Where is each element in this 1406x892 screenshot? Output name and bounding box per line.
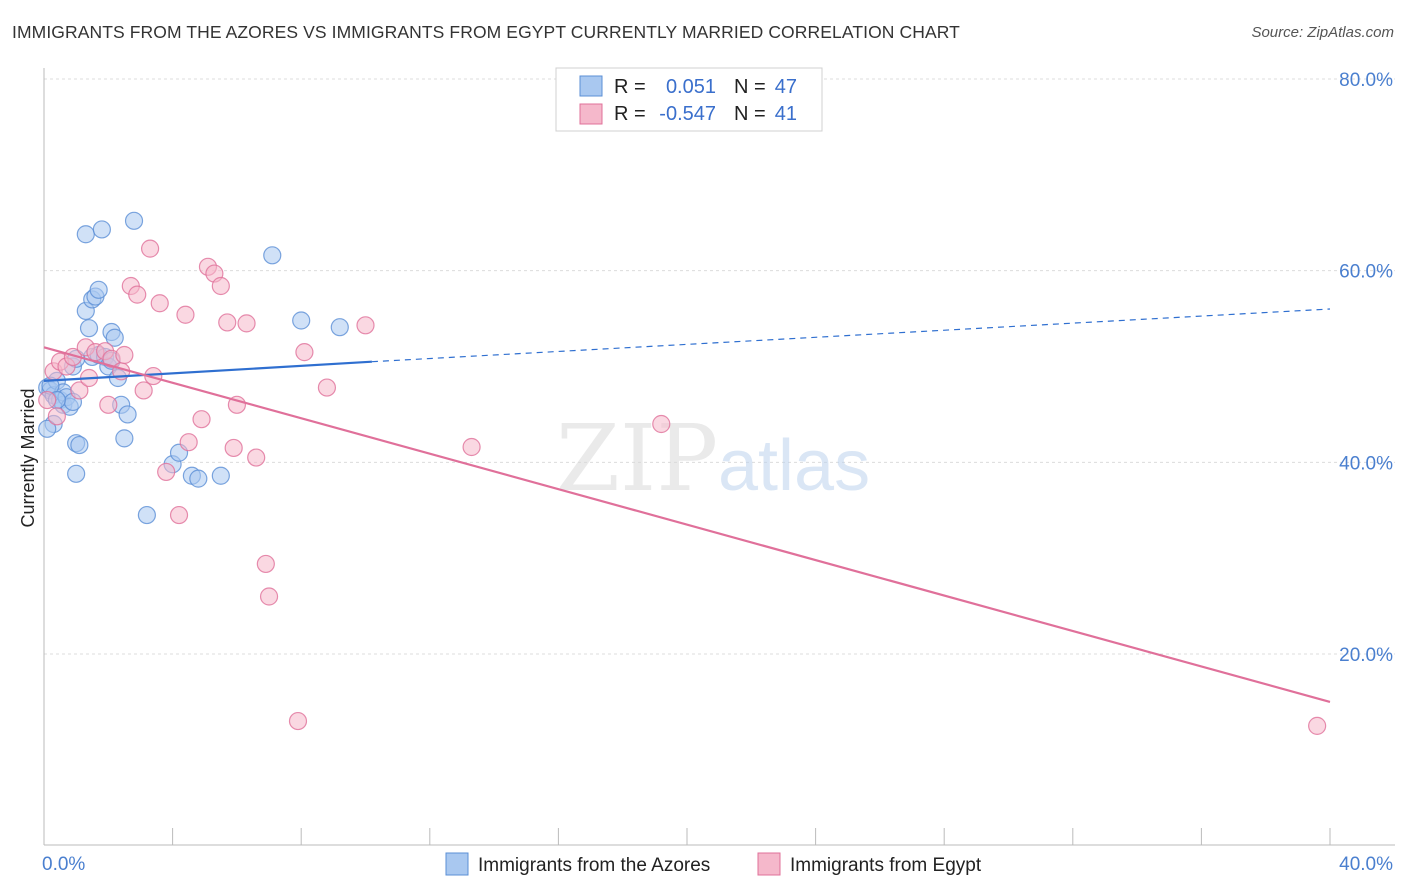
legend-r-label-1: R = [614,76,646,98]
point-series0-43 [38,419,57,438]
legend-n-label-2: N = [734,103,766,125]
point-series1-22 [169,505,189,525]
x-tick-label-1: 40.0% [1339,854,1393,875]
point-series1-39 [356,316,375,335]
chart-title: IMMIGRANTS FROM THE AZORES VS IMMIGRANTS… [12,22,960,42]
point-series1-2 [47,407,66,426]
point-series0-39 [211,466,230,485]
point-series1-42 [1308,716,1327,735]
point-series1-36 [288,711,308,731]
y-axis-label: Currently Married [18,388,38,527]
point-series0-42 [330,318,349,337]
point-series1-35 [259,587,279,606]
point-series0-38 [189,469,208,488]
point-series0-40 [263,246,282,265]
trend-line-azores [43,360,372,382]
watermark: ZIP atlas [556,405,870,512]
y-tick-label-3: 80.0% [1339,70,1393,91]
point-series1-25 [192,410,211,429]
point-series0-14 [70,435,89,455]
point-series1-16 [128,285,147,304]
bottom-legend-swatch-azores [445,852,469,876]
point-series1-28 [211,276,230,296]
point-series0-34 [137,505,156,525]
point-series1-14 [115,345,134,365]
point-series1-21 [157,462,176,482]
trend-lines [43,308,1331,703]
legend-swatch-egypt [579,103,603,125]
series-legend: Immigrants from the Azores Immigrants fr… [445,852,982,876]
point-series1-24 [179,433,198,452]
point-series1-41 [652,414,671,434]
point-series0-21 [89,280,108,299]
legend-r-value-1: 0.051 [666,76,716,98]
point-series1-33 [247,448,266,467]
data-points [38,211,1327,735]
bottom-legend-swatch-egypt [757,852,781,876]
y-tick-label-2: 60.0% [1339,262,1393,283]
bottom-legend-label-azores: Immigrants from the Azores [478,855,710,876]
point-series1-40 [462,437,481,457]
axes [43,68,1395,846]
legend-r-label-2: R = [614,103,646,125]
legend-n-value-2: 41 [775,103,797,125]
y-tick-label-0: 20.0% [1339,645,1393,666]
point-series1-6 [70,381,89,400]
point-series0-23 [92,220,111,239]
point-series0-17 [79,319,99,338]
point-series1-32 [237,314,256,333]
point-series1-29 [218,313,237,332]
point-series0-28 [105,328,124,347]
point-series1-11 [99,395,118,414]
watermark-atlas: atlas [718,426,870,506]
point-series1-17 [134,381,153,400]
point-series1-0 [38,390,57,410]
point-series0-41 [292,311,311,330]
point-series1-30 [224,438,243,458]
trend-line-azores-extension [371,308,1331,363]
point-series0-13 [67,464,86,483]
legend-n-value-1: 47 [775,76,797,98]
point-series1-18 [140,239,160,258]
x-tick-label-0: 0.0% [42,854,85,875]
point-series0-15 [76,225,95,244]
point-series0-32 [118,405,137,424]
point-series1-37 [295,343,314,362]
source-label: Source: ZipAtlas.com [1251,24,1394,41]
point-series0-31 [115,429,134,448]
bottom-legend-label-egypt: Immigrants from Egypt [790,855,982,876]
legend-n-label-1: N = [734,76,766,98]
point-series1-20 [150,294,169,313]
watermark-zip: ZIP [556,405,718,512]
tick-labels: 20.0% 40.0% 60.0% 80.0% 0.0% 40.0% [42,70,1393,875]
stats-legend: R = 0.051 N = 47 R = -0.547 N = 41 [555,67,823,132]
point-series1-38 [317,378,337,397]
legend-r-value-2: -0.547 [659,103,716,125]
trend-line-egypt [43,346,1331,703]
point-series1-23 [176,305,195,324]
y-tick-label-1: 40.0% [1339,453,1393,474]
grid [44,78,1395,655]
point-series0-33 [124,211,144,230]
legend-swatch-azores [579,75,603,97]
point-series1-34 [256,554,275,574]
